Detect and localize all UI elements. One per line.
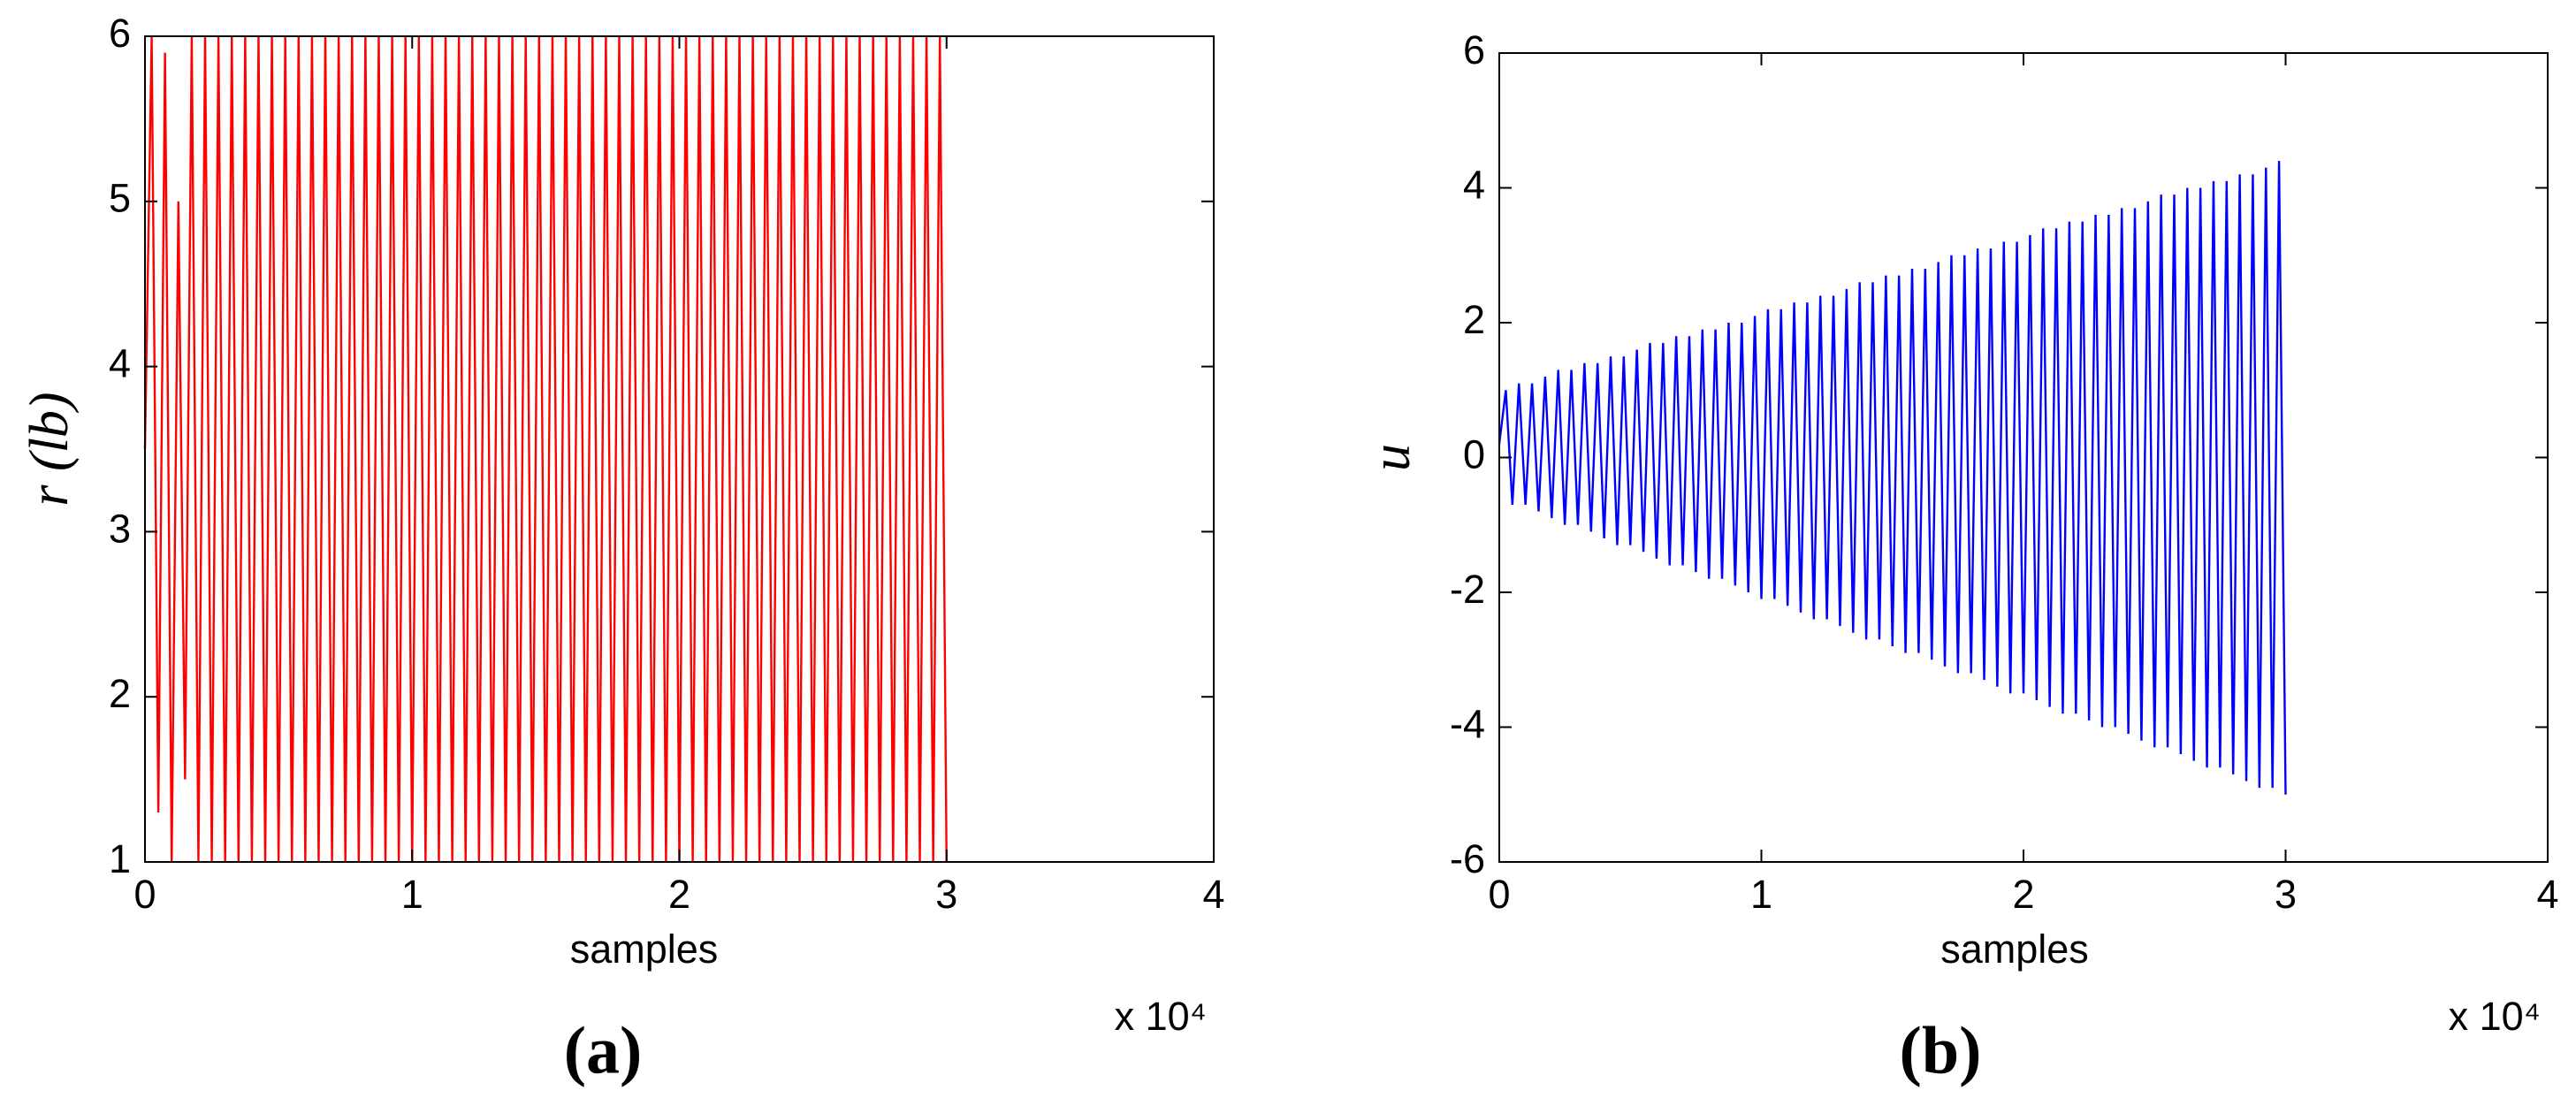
panel-label: (b) <box>1900 1013 1982 1087</box>
y-tick-label: 3 <box>109 506 131 551</box>
x-tick-label: 4 <box>2536 872 2558 917</box>
x-tick-label: 0 <box>1488 872 1510 917</box>
x-tick-label: 1 <box>401 872 423 917</box>
y-tick-label: 6 <box>1463 27 1485 72</box>
y-tick-label: 5 <box>109 176 131 221</box>
y-tick-label: 0 <box>1463 431 1485 477</box>
x-tick-label: 2 <box>2012 872 2034 917</box>
x-axis-label: samples <box>570 926 719 972</box>
axes-frame <box>1498 52 2549 863</box>
y-tick-label: 4 <box>109 340 131 385</box>
x-tick-label: 0 <box>133 872 156 917</box>
x-axis-label: samples <box>1940 926 2089 972</box>
y-tick-label: -2 <box>1450 567 1485 612</box>
x-tick-label: 2 <box>668 872 690 917</box>
y-tick-label: 4 <box>1463 162 1485 207</box>
data-line <box>143 35 948 863</box>
y-axis-label: u <box>1361 444 1421 471</box>
y-tick-label: 1 <box>109 836 131 881</box>
y-tick-label: 2 <box>109 671 131 716</box>
x-tick-label: 4 <box>1202 872 1224 917</box>
y-tick-label: -6 <box>1450 836 1485 881</box>
y-axis-label: r (lb) <box>19 392 80 506</box>
x-tick-label: 3 <box>935 872 957 917</box>
y-tick-label: 2 <box>1463 297 1485 342</box>
x-exponent-label: x 10⁴ <box>2449 994 2541 1039</box>
panel-label: (a) <box>564 1013 643 1087</box>
x-tick-label: 1 <box>1750 872 1772 917</box>
y-tick-label: 6 <box>109 11 131 56</box>
x-tick-label: 3 <box>2275 872 2297 917</box>
data-line <box>1498 160 2287 795</box>
y-tick-label: -4 <box>1450 701 1485 746</box>
x-exponent-label: x 10⁴ <box>1115 994 1207 1039</box>
